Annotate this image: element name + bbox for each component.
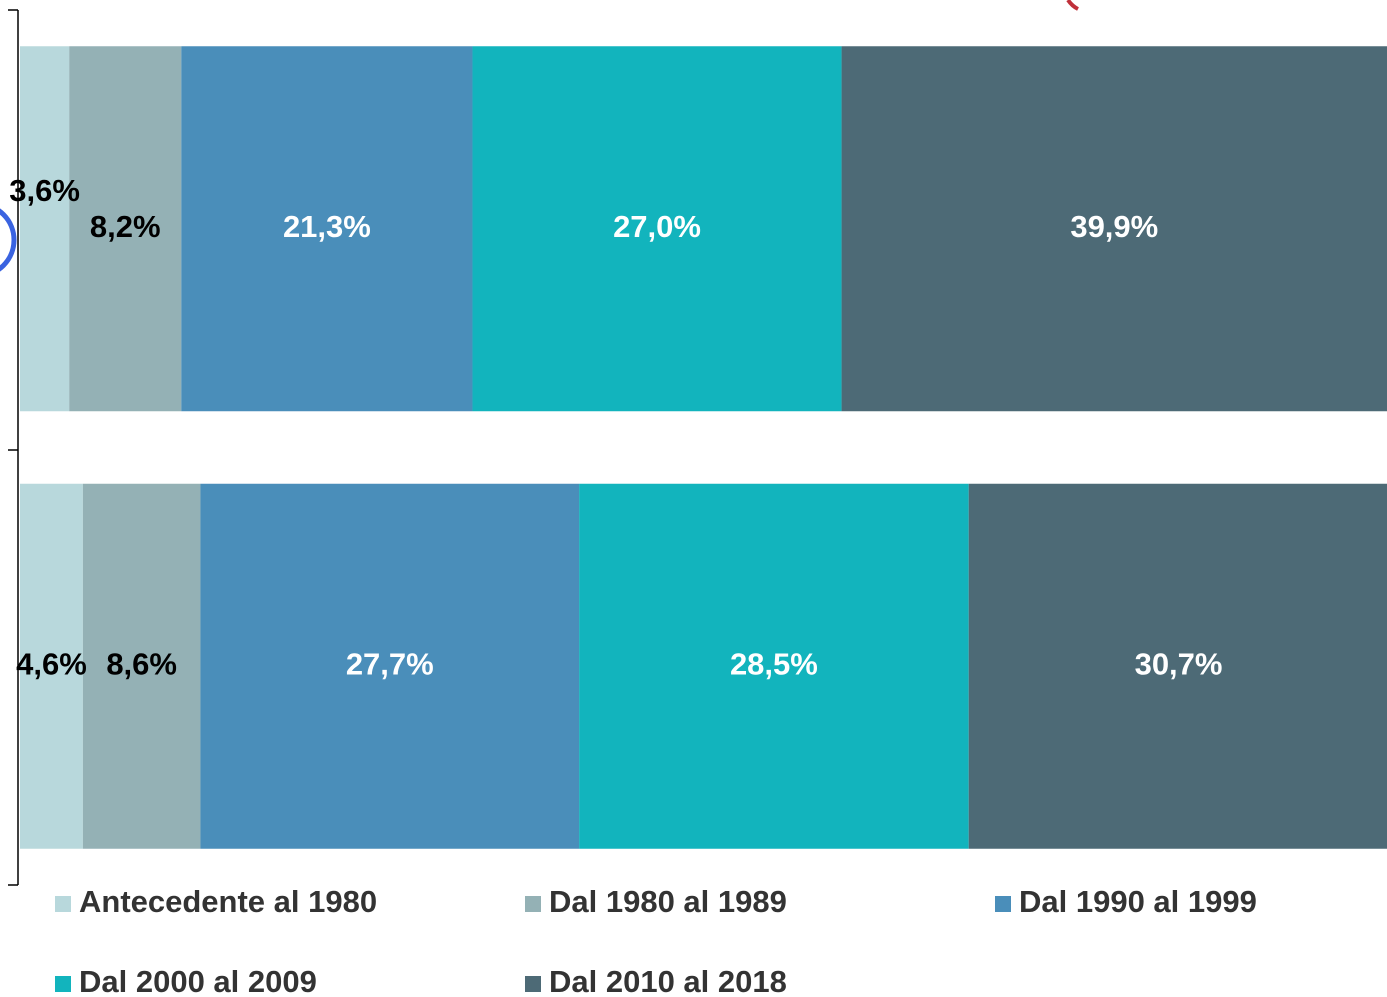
- bars: [20, 46, 1387, 849]
- legend-label: Dal 2010 al 2018: [549, 964, 787, 997]
- bar-segment: [579, 483, 969, 849]
- bar-segment: [20, 483, 83, 849]
- data-label: 21,3%: [283, 209, 371, 244]
- decoration: [0, 208, 17, 272]
- data-label: 30,7%: [1135, 646, 1223, 681]
- legend-swatch: [55, 896, 71, 912]
- data-label: 27,0%: [613, 209, 701, 244]
- bar-segment: [472, 46, 842, 412]
- data-label: 39,9%: [1070, 209, 1158, 244]
- legend-label: Dal 2000 al 2009: [79, 964, 317, 997]
- legend-swatch: [525, 976, 541, 992]
- bar-segment: [20, 46, 70, 412]
- bar-segment: [841, 46, 1387, 412]
- data-label: 28,5%: [730, 646, 818, 681]
- decoration: [1066, 0, 1079, 11]
- data-label: 27,7%: [346, 646, 434, 681]
- legend-swatch: [55, 976, 71, 992]
- legend-label: Dal 1990 al 1999: [1019, 884, 1257, 919]
- data-label: 4,6%: [16, 646, 87, 681]
- bar-segment: [69, 46, 182, 412]
- legend-label: Dal 1980 al 1989: [549, 884, 787, 919]
- legend-swatch: [995, 896, 1011, 912]
- bar-segment: [82, 483, 201, 849]
- bar-segment: [181, 46, 473, 412]
- legend-label: Antecedente al 1980: [79, 884, 377, 919]
- bar-segment: [200, 483, 580, 849]
- data-label: 8,6%: [106, 646, 177, 681]
- bar-segment: [968, 483, 1387, 849]
- data-label: 3,6%: [9, 173, 80, 208]
- data-label: 8,2%: [90, 209, 161, 244]
- legend-swatch: [525, 896, 541, 912]
